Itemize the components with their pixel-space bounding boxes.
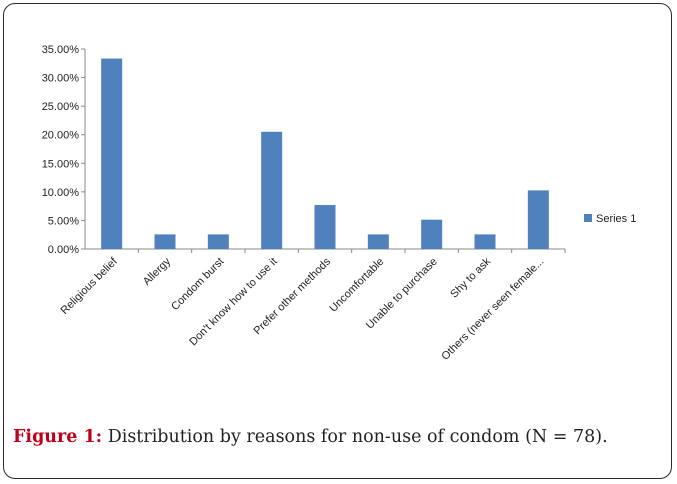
y-tick-label: 15.00% [42, 158, 80, 170]
y-tick-label: 20.00% [42, 130, 80, 142]
bar [314, 205, 336, 249]
y-tick-label: 35.00% [42, 44, 80, 56]
y-tick-label: 0.00% [48, 244, 79, 256]
x-tick-label: Allergy [141, 255, 174, 288]
x-tick-label: Condom burst [169, 256, 226, 313]
caption-text: Distribution by reasons for non-use of c… [102, 427, 608, 447]
x-tick-label: Shy to ask [448, 255, 493, 300]
bar-chart: 0.00% 5.00% 10.00% 15.00% 20.00% 25.00% 30.00%… [42, 44, 637, 363]
bar [101, 58, 123, 249]
x-tick-label: Religious belief [59, 255, 121, 317]
bar [527, 190, 549, 249]
bar [154, 234, 176, 249]
caption-label: Figure 1: [13, 427, 103, 447]
y-tick-label: 25.00% [42, 101, 80, 113]
x-tick-label: Uncomfortable [327, 256, 386, 315]
bar [421, 219, 443, 249]
bar [207, 234, 229, 249]
bar [474, 234, 496, 249]
bar [261, 131, 283, 249]
y-tick-label: 30.00% [42, 73, 80, 85]
x-tick-label: Don't know how to use it [187, 256, 280, 349]
x-tick-label: Others (never seen female... [439, 256, 546, 363]
y-tick-label: 10.00% [42, 187, 80, 199]
legend-label: Series 1 [596, 213, 636, 225]
legend: Series 1 [584, 213, 636, 225]
legend-swatch [584, 214, 592, 222]
bar [367, 234, 389, 249]
figure-caption: Figure 1: Distribution by reasons for no… [13, 427, 663, 447]
y-tick-label: 5.00% [48, 215, 79, 227]
